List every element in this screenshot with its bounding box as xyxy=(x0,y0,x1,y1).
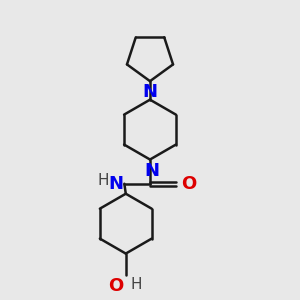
Text: H: H xyxy=(131,277,142,292)
Text: O: O xyxy=(108,277,124,295)
Text: H: H xyxy=(97,173,109,188)
Text: N: N xyxy=(108,175,123,193)
Text: N: N xyxy=(144,162,159,180)
Text: O: O xyxy=(181,175,196,193)
Text: N: N xyxy=(142,83,158,101)
